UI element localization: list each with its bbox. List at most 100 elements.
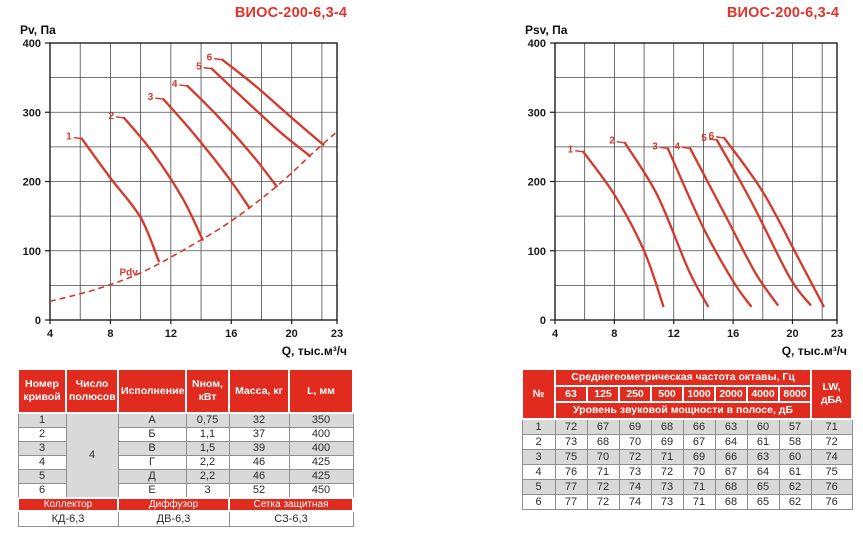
sound-power-cell: 68 [586, 433, 620, 450]
length-cell: 450 [288, 483, 354, 499]
diffuser-value: ДВ-6,3 [117, 510, 230, 527]
curve-1 [582, 150, 665, 308]
freq-header-63: 63 [554, 384, 588, 404]
x-axis-label: Q, тыс.м³/ч [782, 344, 847, 358]
row-number-cell: 6 [521, 493, 556, 510]
nominal-power-cell: 1,5 [185, 441, 230, 456]
noise-table-header-row-3: Уровень звуковой мощности в полосе, дБ [522, 401, 852, 420]
execution-cell: Г [117, 455, 187, 470]
sound-power-cell: 71 [682, 493, 716, 510]
freq-header-250: 250 [618, 384, 652, 404]
mass-cell: 32 [228, 412, 290, 428]
spec-table-row-6: 6 Е 3 52 450 [17, 483, 354, 499]
nominal-power-cell: 2,2 [185, 455, 230, 470]
x-tick-label: 8 [107, 328, 113, 340]
curve-leader-2 [115, 116, 124, 119]
noise-table-row-5: 5 77 72 74 73 71 68 65 62 76 [521, 478, 853, 495]
sound-power-cell: 72 [586, 478, 620, 495]
curve-leader-3 [155, 97, 163, 100]
curve-6 [221, 58, 325, 146]
x-tick-label: 12 [668, 328, 680, 340]
sound-power-cell: 74 [618, 493, 652, 510]
curve-leader-2 [616, 141, 624, 144]
sound-power-cell: 62 [778, 478, 812, 495]
lw-total-cell: 76 [810, 478, 853, 495]
curve-number-cell: 1 [17, 412, 67, 428]
pole-count-cell: 4 [65, 412, 119, 499]
x-tick-label: 12 [165, 328, 177, 340]
sound-power-cell: 76 [554, 463, 588, 480]
sound-power-cell: 68 [714, 493, 748, 510]
curve-label-5: 5 [196, 62, 202, 73]
curve-4 [186, 84, 278, 188]
curve-label-2: 2 [609, 136, 615, 147]
dynamic-pressure-label: Pdv [119, 268, 138, 279]
curve-1 [80, 137, 160, 263]
length-cell: 425 [288, 455, 354, 470]
sound-power-cell: 58 [778, 433, 812, 450]
sound-power-cell: 69 [618, 418, 652, 435]
sound-power-cell: 69 [682, 448, 716, 465]
row-number-cell: 5 [521, 478, 556, 495]
y-tick-label: 300 [23, 107, 41, 119]
accessories-header-row: Коллектор Диффузор Сетка защитная [17, 497, 354, 512]
curve-3 [162, 97, 251, 209]
col-header-length: L, мм [288, 368, 354, 414]
row-number-cell: 3 [521, 448, 556, 465]
sound-power-cell: 73 [650, 493, 684, 510]
guard-grille-label: Сетка защитная [228, 497, 354, 512]
spec-table-header-row: Номер кривой Число полюсов Исполнение Nн… [17, 368, 354, 414]
sound-power-cell: 62 [778, 493, 812, 510]
sound-power-cell: 73 [618, 463, 652, 480]
curve-number-cell: 5 [17, 469, 67, 484]
collector-label: Коллектор [17, 497, 119, 512]
row-number-cell: 1 [521, 418, 556, 435]
freq-header-2000: 2000 [714, 384, 748, 404]
freq-header-8000: 8000 [777, 384, 813, 404]
right-chart-title: ВИОС-200-6,3-4 [726, 5, 840, 21]
spec-table-row-4: 4 Г 2,2 46 425 [17, 455, 354, 470]
curve-5 [210, 67, 311, 158]
guard-grille-value: СЗ-6,3 [228, 510, 354, 527]
noise-table-row-4: 4 76 71 73 72 70 67 64 61 75 [521, 463, 853, 480]
spec-table: Номер кривой Число полюсов Исполнение Nн… [17, 368, 354, 527]
x-tick-label: 4 [47, 328, 54, 340]
y-tick-label: 200 [23, 177, 41, 189]
y-tick-label: 300 [528, 107, 546, 119]
sound-power-cell: 68 [714, 478, 748, 495]
octave-band-group-header: Среднегеометрическая частота октавы, Гц [553, 368, 813, 387]
mass-cell: 39 [228, 441, 290, 456]
length-cell: 350 [288, 412, 354, 428]
row-number-cell: 2 [521, 433, 556, 450]
sound-power-cell: 74 [618, 478, 652, 495]
x-tick-label: 16 [225, 328, 237, 340]
spec-table-row-1: 1 4 А 0,75 32 350 [17, 412, 354, 499]
sound-power-cell: 73 [554, 433, 588, 450]
collector-value: КД-6,3 [17, 510, 119, 527]
diffuser-label: Диффузор [117, 497, 230, 512]
y-tick-label: 400 [528, 38, 546, 50]
lw-total-cell: 74 [810, 448, 853, 465]
sound-power-cell: 73 [650, 478, 684, 495]
mass-cell: 46 [228, 455, 290, 470]
nominal-power-cell: 2,2 [185, 469, 230, 484]
curve-label-3: 3 [652, 141, 658, 152]
sound-power-cell: 70 [682, 463, 716, 480]
execution-cell: Б [117, 427, 187, 442]
y-tick-label: 400 [23, 38, 41, 50]
curve-leader-6 [214, 57, 222, 61]
sound-power-cell: 63 [746, 448, 780, 465]
y-tick-label: 100 [528, 246, 546, 258]
sound-power-cell: 77 [554, 493, 588, 510]
sound-power-cell: 72 [586, 493, 620, 510]
curve-number-cell: 2 [17, 427, 67, 442]
sound-power-cell: 71 [650, 448, 684, 465]
nominal-power-cell: 0,75 [185, 412, 230, 428]
sound-power-cell: 72 [618, 448, 652, 465]
spec-table-row-2: 2 Б 1,1 37 400 [17, 427, 354, 442]
sound-power-cell: 72 [554, 418, 588, 435]
curve-5 [715, 138, 812, 306]
